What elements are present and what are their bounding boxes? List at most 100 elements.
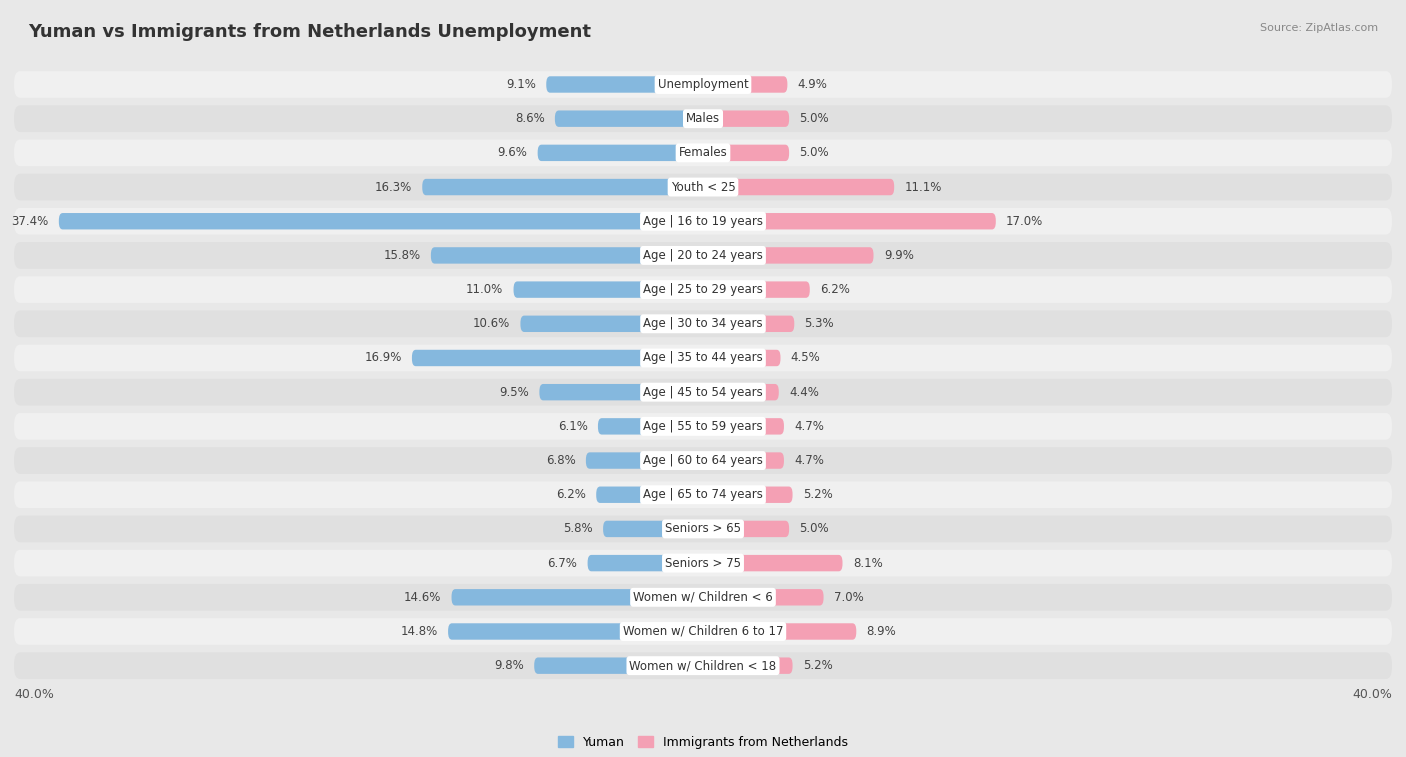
FancyBboxPatch shape (14, 71, 1392, 98)
FancyBboxPatch shape (703, 521, 789, 537)
Text: 14.6%: 14.6% (404, 590, 441, 604)
Text: 8.6%: 8.6% (515, 112, 544, 125)
Text: 11.1%: 11.1% (904, 181, 942, 194)
Text: Source: ZipAtlas.com: Source: ZipAtlas.com (1260, 23, 1378, 33)
FancyBboxPatch shape (703, 111, 789, 127)
Text: 17.0%: 17.0% (1007, 215, 1043, 228)
Text: Youth < 25: Youth < 25 (671, 181, 735, 194)
Text: 9.5%: 9.5% (499, 385, 529, 399)
Text: 5.8%: 5.8% (564, 522, 593, 535)
Text: 8.1%: 8.1% (853, 556, 883, 569)
FancyBboxPatch shape (703, 658, 793, 674)
Text: Seniors > 75: Seniors > 75 (665, 556, 741, 569)
FancyBboxPatch shape (14, 173, 1392, 201)
FancyBboxPatch shape (703, 384, 779, 400)
Text: Seniors > 65: Seniors > 65 (665, 522, 741, 535)
FancyBboxPatch shape (412, 350, 703, 366)
FancyBboxPatch shape (547, 76, 703, 92)
Text: Women w/ Children < 18: Women w/ Children < 18 (630, 659, 776, 672)
Text: Unemployment: Unemployment (658, 78, 748, 91)
Text: Women w/ Children < 6: Women w/ Children < 6 (633, 590, 773, 604)
FancyBboxPatch shape (14, 584, 1392, 611)
FancyBboxPatch shape (703, 248, 873, 263)
Text: 6.2%: 6.2% (555, 488, 586, 501)
Text: 5.2%: 5.2% (803, 488, 832, 501)
Text: 16.3%: 16.3% (374, 181, 412, 194)
Text: 9.9%: 9.9% (884, 249, 914, 262)
FancyBboxPatch shape (703, 213, 995, 229)
Text: 4.5%: 4.5% (790, 351, 821, 364)
FancyBboxPatch shape (14, 378, 1392, 406)
Text: Age | 65 to 74 years: Age | 65 to 74 years (643, 488, 763, 501)
FancyBboxPatch shape (451, 589, 703, 606)
FancyBboxPatch shape (14, 276, 1392, 303)
Text: 4.7%: 4.7% (794, 420, 824, 433)
Text: 16.9%: 16.9% (364, 351, 402, 364)
FancyBboxPatch shape (14, 344, 1392, 372)
Text: Age | 35 to 44 years: Age | 35 to 44 years (643, 351, 763, 364)
FancyBboxPatch shape (59, 213, 703, 229)
FancyBboxPatch shape (703, 453, 785, 469)
FancyBboxPatch shape (513, 282, 703, 298)
FancyBboxPatch shape (586, 453, 703, 469)
Text: Age | 25 to 29 years: Age | 25 to 29 years (643, 283, 763, 296)
Text: 9.1%: 9.1% (506, 78, 536, 91)
FancyBboxPatch shape (14, 242, 1392, 269)
Text: Age | 45 to 54 years: Age | 45 to 54 years (643, 385, 763, 399)
Text: 5.0%: 5.0% (800, 146, 830, 160)
Text: 40.0%: 40.0% (1353, 688, 1392, 701)
FancyBboxPatch shape (703, 282, 810, 298)
Text: Males: Males (686, 112, 720, 125)
Text: 9.8%: 9.8% (494, 659, 524, 672)
Text: Women w/ Children 6 to 17: Women w/ Children 6 to 17 (623, 625, 783, 638)
FancyBboxPatch shape (14, 447, 1392, 474)
FancyBboxPatch shape (14, 105, 1392, 132)
FancyBboxPatch shape (703, 555, 842, 572)
Text: Age | 30 to 34 years: Age | 30 to 34 years (643, 317, 763, 330)
FancyBboxPatch shape (703, 179, 894, 195)
Text: Age | 16 to 19 years: Age | 16 to 19 years (643, 215, 763, 228)
FancyBboxPatch shape (14, 413, 1392, 440)
FancyBboxPatch shape (588, 555, 703, 572)
Text: 9.6%: 9.6% (498, 146, 527, 160)
Text: 37.4%: 37.4% (11, 215, 48, 228)
Text: 4.9%: 4.9% (797, 78, 828, 91)
Text: 6.1%: 6.1% (558, 420, 588, 433)
FancyBboxPatch shape (422, 179, 703, 195)
FancyBboxPatch shape (598, 418, 703, 435)
FancyBboxPatch shape (703, 418, 785, 435)
FancyBboxPatch shape (537, 145, 703, 161)
FancyBboxPatch shape (603, 521, 703, 537)
FancyBboxPatch shape (14, 139, 1392, 167)
FancyBboxPatch shape (703, 350, 780, 366)
Text: 4.7%: 4.7% (794, 454, 824, 467)
FancyBboxPatch shape (520, 316, 703, 332)
FancyBboxPatch shape (540, 384, 703, 400)
FancyBboxPatch shape (14, 208, 1392, 235)
FancyBboxPatch shape (14, 653, 1392, 679)
FancyBboxPatch shape (14, 310, 1392, 337)
Text: 5.2%: 5.2% (803, 659, 832, 672)
Text: 40.0%: 40.0% (14, 688, 53, 701)
FancyBboxPatch shape (14, 481, 1392, 508)
Text: 5.3%: 5.3% (804, 317, 834, 330)
Text: 14.8%: 14.8% (401, 625, 437, 638)
FancyBboxPatch shape (449, 623, 703, 640)
Text: 5.0%: 5.0% (800, 522, 830, 535)
FancyBboxPatch shape (703, 316, 794, 332)
Text: 8.9%: 8.9% (866, 625, 897, 638)
Legend: Yuman, Immigrants from Netherlands: Yuman, Immigrants from Netherlands (554, 731, 852, 754)
FancyBboxPatch shape (14, 618, 1392, 645)
FancyBboxPatch shape (430, 248, 703, 263)
Text: 6.2%: 6.2% (820, 283, 851, 296)
FancyBboxPatch shape (703, 487, 793, 503)
FancyBboxPatch shape (703, 76, 787, 92)
Text: Age | 20 to 24 years: Age | 20 to 24 years (643, 249, 763, 262)
Text: 6.8%: 6.8% (546, 454, 575, 467)
Text: Age | 60 to 64 years: Age | 60 to 64 years (643, 454, 763, 467)
Text: 15.8%: 15.8% (384, 249, 420, 262)
FancyBboxPatch shape (703, 623, 856, 640)
FancyBboxPatch shape (703, 145, 789, 161)
FancyBboxPatch shape (14, 550, 1392, 576)
Text: Yuman vs Immigrants from Netherlands Unemployment: Yuman vs Immigrants from Netherlands Une… (28, 23, 591, 41)
